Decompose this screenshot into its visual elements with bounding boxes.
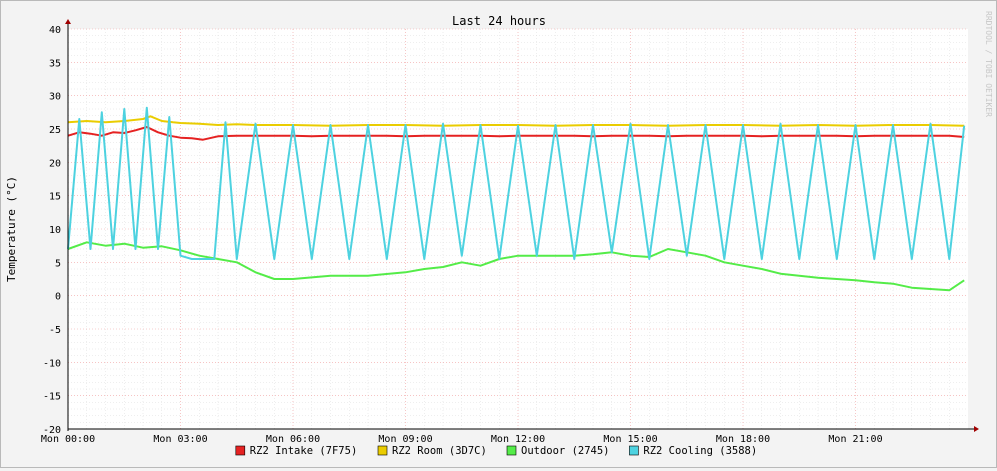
y-tick-label: 30 <box>49 92 61 103</box>
series-layer <box>67 106 966 292</box>
x-tick-label: Mon 18:00 <box>716 434 770 445</box>
y-axis-label: Temperature (°C) <box>5 176 18 282</box>
y-tick-label: -5 <box>49 325 61 336</box>
y-tick-label: 20 <box>49 158 61 169</box>
y-tick-label: 10 <box>49 225 61 236</box>
y-tick-label: -10 <box>43 358 61 369</box>
legend-label: RZ2 Room (3D7C) <box>392 445 487 457</box>
watermark: RRDTOOL / TOBI OETIKER <box>984 11 993 117</box>
y-tick-label: 0 <box>55 292 61 303</box>
legend-label: RZ2 Intake (7F75) <box>250 445 357 457</box>
x-tick-label: Mon 00:00 <box>41 434 95 445</box>
series-line-3 <box>67 106 966 260</box>
x-tick-label: Mon 21:00 <box>828 434 882 445</box>
legend-swatch <box>629 445 639 456</box>
x-tick-label: Mon 03:00 <box>153 434 207 445</box>
y-tick-label: 35 <box>49 58 61 69</box>
series-line-2 <box>67 241 965 292</box>
y-tick-label: 5 <box>55 258 61 269</box>
legend-label: Outdoor (2745) <box>521 445 610 457</box>
legend-swatch <box>506 445 517 456</box>
x-tick-label: Mon 09:00 <box>378 434 432 445</box>
legend-swatch <box>235 445 246 456</box>
y-tick-label: 15 <box>49 192 61 203</box>
legend: RZ2 Intake (7F75) RZ2 Room (3D7C) Outdoor … <box>235 445 757 457</box>
chart-title: Last 24 hours <box>452 14 546 28</box>
x-axis-arrow <box>974 426 979 432</box>
x-tick-label: Mon 12:00 <box>491 434 545 445</box>
legend-label: RZ2 Cooling (3588) <box>643 445 757 457</box>
y-tick-label: 25 <box>49 125 61 136</box>
y-tick-label: -20 <box>43 425 61 436</box>
y-axis-arrow <box>65 19 71 24</box>
axes <box>65 19 979 432</box>
legend-swatch <box>377 445 388 456</box>
y-tick-label: -15 <box>43 392 61 403</box>
x-tick-label: Mon 06:00 <box>266 434 320 445</box>
x-tick-label: Mon 15:00 <box>603 434 657 445</box>
y-tick-label: 40 <box>49 25 61 36</box>
